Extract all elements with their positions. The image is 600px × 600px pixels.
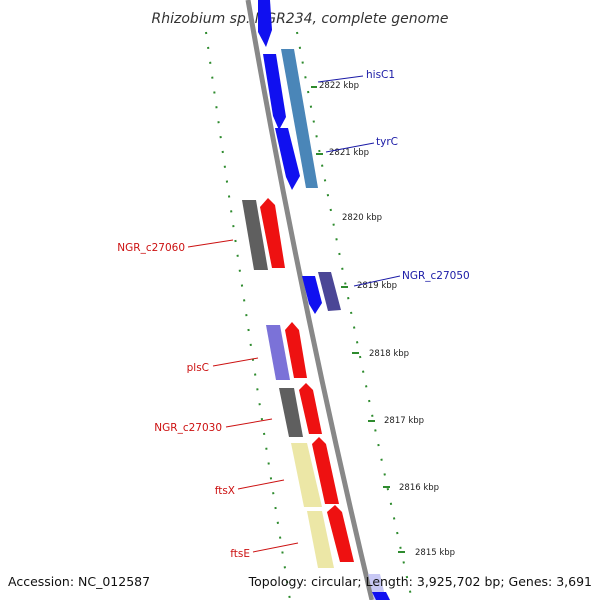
gene-NGR_c27030 [279,388,303,437]
gene-plsC [266,325,290,380]
gene-label-tyrC: tyrC [376,136,398,148]
leader-line [187,239,234,248]
gene-label-ftsE: ftsE [230,548,250,560]
gene-label-ftsX: ftsX [215,485,235,497]
coordinate-ticks: 2822 kbp 2821 kbp 2820 kbp 2819 kbp 2818… [311,81,455,558]
gene-bottom-forward-2 [372,592,390,600]
gene-hisC1-block [263,54,286,130]
gene-label-NGR_c27030: NGR_c27030 [154,422,222,434]
gene-label-plsC: plsC [187,362,209,374]
leader-line [252,542,299,553]
tick-label: 2815 kbp [415,548,455,558]
leader-line [317,75,364,83]
gene-label-NGR_c27050: NGR_c27050 [402,270,470,282]
gene-label-NGR_c27060: NGR_c27060 [117,242,185,254]
topology-summary: Topology: circular; Length: 3,925,702 bp… [248,574,592,589]
leader-line [325,142,375,153]
tick-label: 2819 kbp [357,281,397,291]
gene-plsC-red [285,322,307,378]
genome-backbone [245,0,375,600]
tick-label: 2821 kbp [329,148,369,158]
gene-top-forward [258,0,272,47]
accession-text: Accession: NC_012587 [8,574,150,589]
gene-label-hisC1: hisC1 [366,69,395,81]
gene-NGR_c27060-red [260,198,285,268]
leader-line [212,357,259,367]
leader-line [237,479,285,490]
gene-hisC1 [281,49,318,188]
tick-label: 2816 kbp [399,483,439,493]
tick-label: 2817 kbp [384,416,424,426]
map-title: Rhizobium sp. NGR234, complete genome [152,11,449,27]
gene-ftsE-red [327,505,354,562]
gene-labels: hisC1 tyrC NGR_c27060 NGR_c27050 plsC NG… [117,69,469,560]
reverse-strand-genes [242,198,354,568]
gene-NGR_c27050-b [318,272,341,311]
tick-label: 2818 kbp [369,349,409,359]
gene-ftsX [291,443,322,507]
gene-NGR_c27050-a [302,276,322,314]
gene-NGR_c27060 [242,200,268,270]
gene-ftsX-red [312,437,339,504]
gene-hisC1-block-2 [275,128,300,190]
leader-line [353,275,401,287]
tick-label: 2820 kbp [342,213,382,223]
gene-ftsE [307,511,334,568]
forward-strand-genes [258,0,390,600]
leader-line [225,418,273,428]
gene-NGR_c27030-red [299,383,322,434]
tick-label: 2822 kbp [319,81,359,91]
